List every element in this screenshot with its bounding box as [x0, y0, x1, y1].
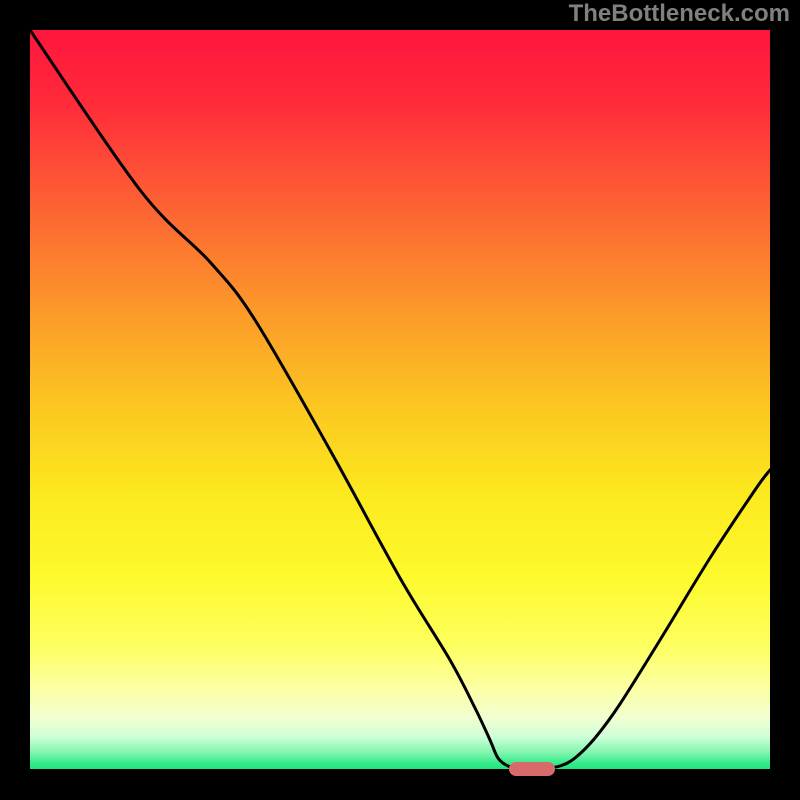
- optimal-marker: [509, 762, 555, 776]
- bottleneck-chart: [0, 0, 800, 800]
- page-root: TheBottleneck.com: [0, 0, 800, 800]
- watermark-text: TheBottleneck.com: [569, 0, 790, 28]
- gradient-background: [30, 30, 770, 770]
